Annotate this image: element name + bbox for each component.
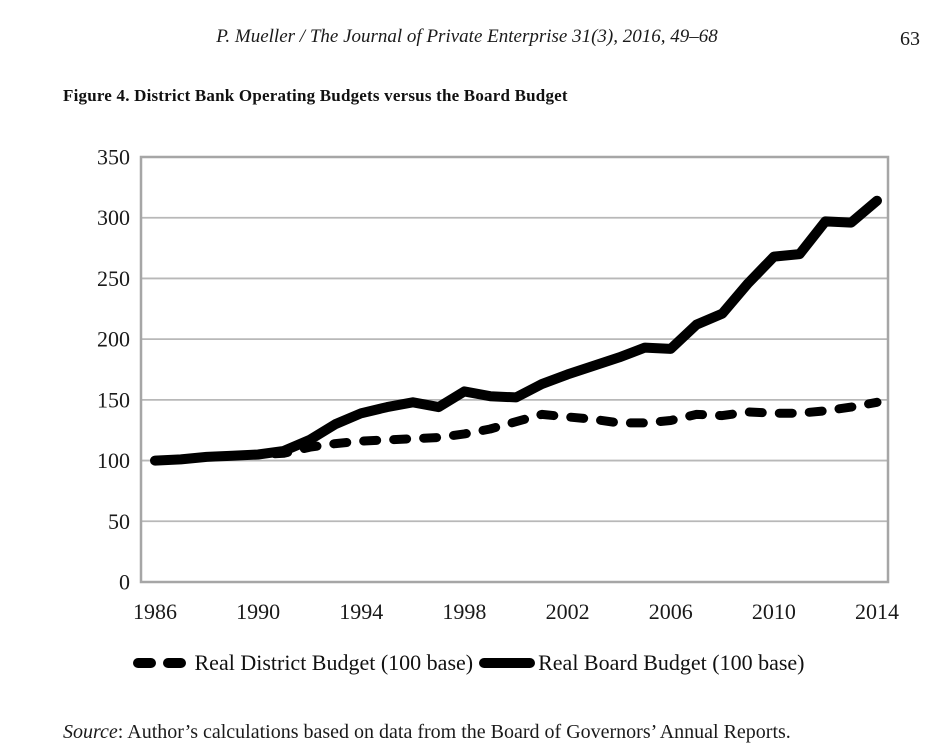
y-tick-label-250: 250 [97,266,130,291]
running-header: P. Mueller / The Journal of Private Ente… [216,26,718,47]
source-text: : Author’s calculations based on data fr… [117,721,791,743]
legend-item-board: Real Board Budget (100 base) [479,650,804,676]
x-tick-label-1998: 1998 [442,599,486,624]
x-tick-label-1994: 1994 [339,599,383,624]
plot-border [139,155,890,584]
legend-label-board: Real Board Budget (100 base) [538,650,805,675]
x-tick-label-2002: 2002 [546,599,590,624]
legend-label-district: Real District Budget (100 base) [194,650,474,675]
x-tick-label-1986: 1986 [133,599,177,624]
x-tick-label-2010: 2010 [752,599,796,624]
y-tick-label-150: 150 [97,387,130,412]
x-tick-label-2014: 2014 [855,599,899,624]
source-label: Source [63,721,118,743]
y-tick-label-50: 50 [108,509,130,534]
y-tick-label-350: 350 [97,145,130,170]
legend-item-district: Real District Budget (100 base) [130,650,474,676]
x-tick-label-1990: 1990 [236,599,280,624]
y-tick-label-0: 0 [119,570,130,595]
district-dashed-line-marker [132,658,186,668]
figure-title: Figure 4. District Bank Operating Budget… [63,86,568,105]
chart-legend: Real District Budget (100 base) Real Boa… [0,650,934,676]
page-number: 63 [900,28,920,50]
source-note: Source: Author’s calculations based on d… [63,721,791,744]
y-tick-label-200: 200 [97,327,130,352]
y-tick-label-100: 100 [97,448,130,473]
page-header: P. Mueller / The Journal of Private Ente… [0,26,934,52]
series-line-board [150,195,882,466]
x-tick-label-2006: 2006 [649,599,693,624]
y-tick-label-300: 300 [97,205,130,230]
board-solid-line-marker [479,658,536,668]
